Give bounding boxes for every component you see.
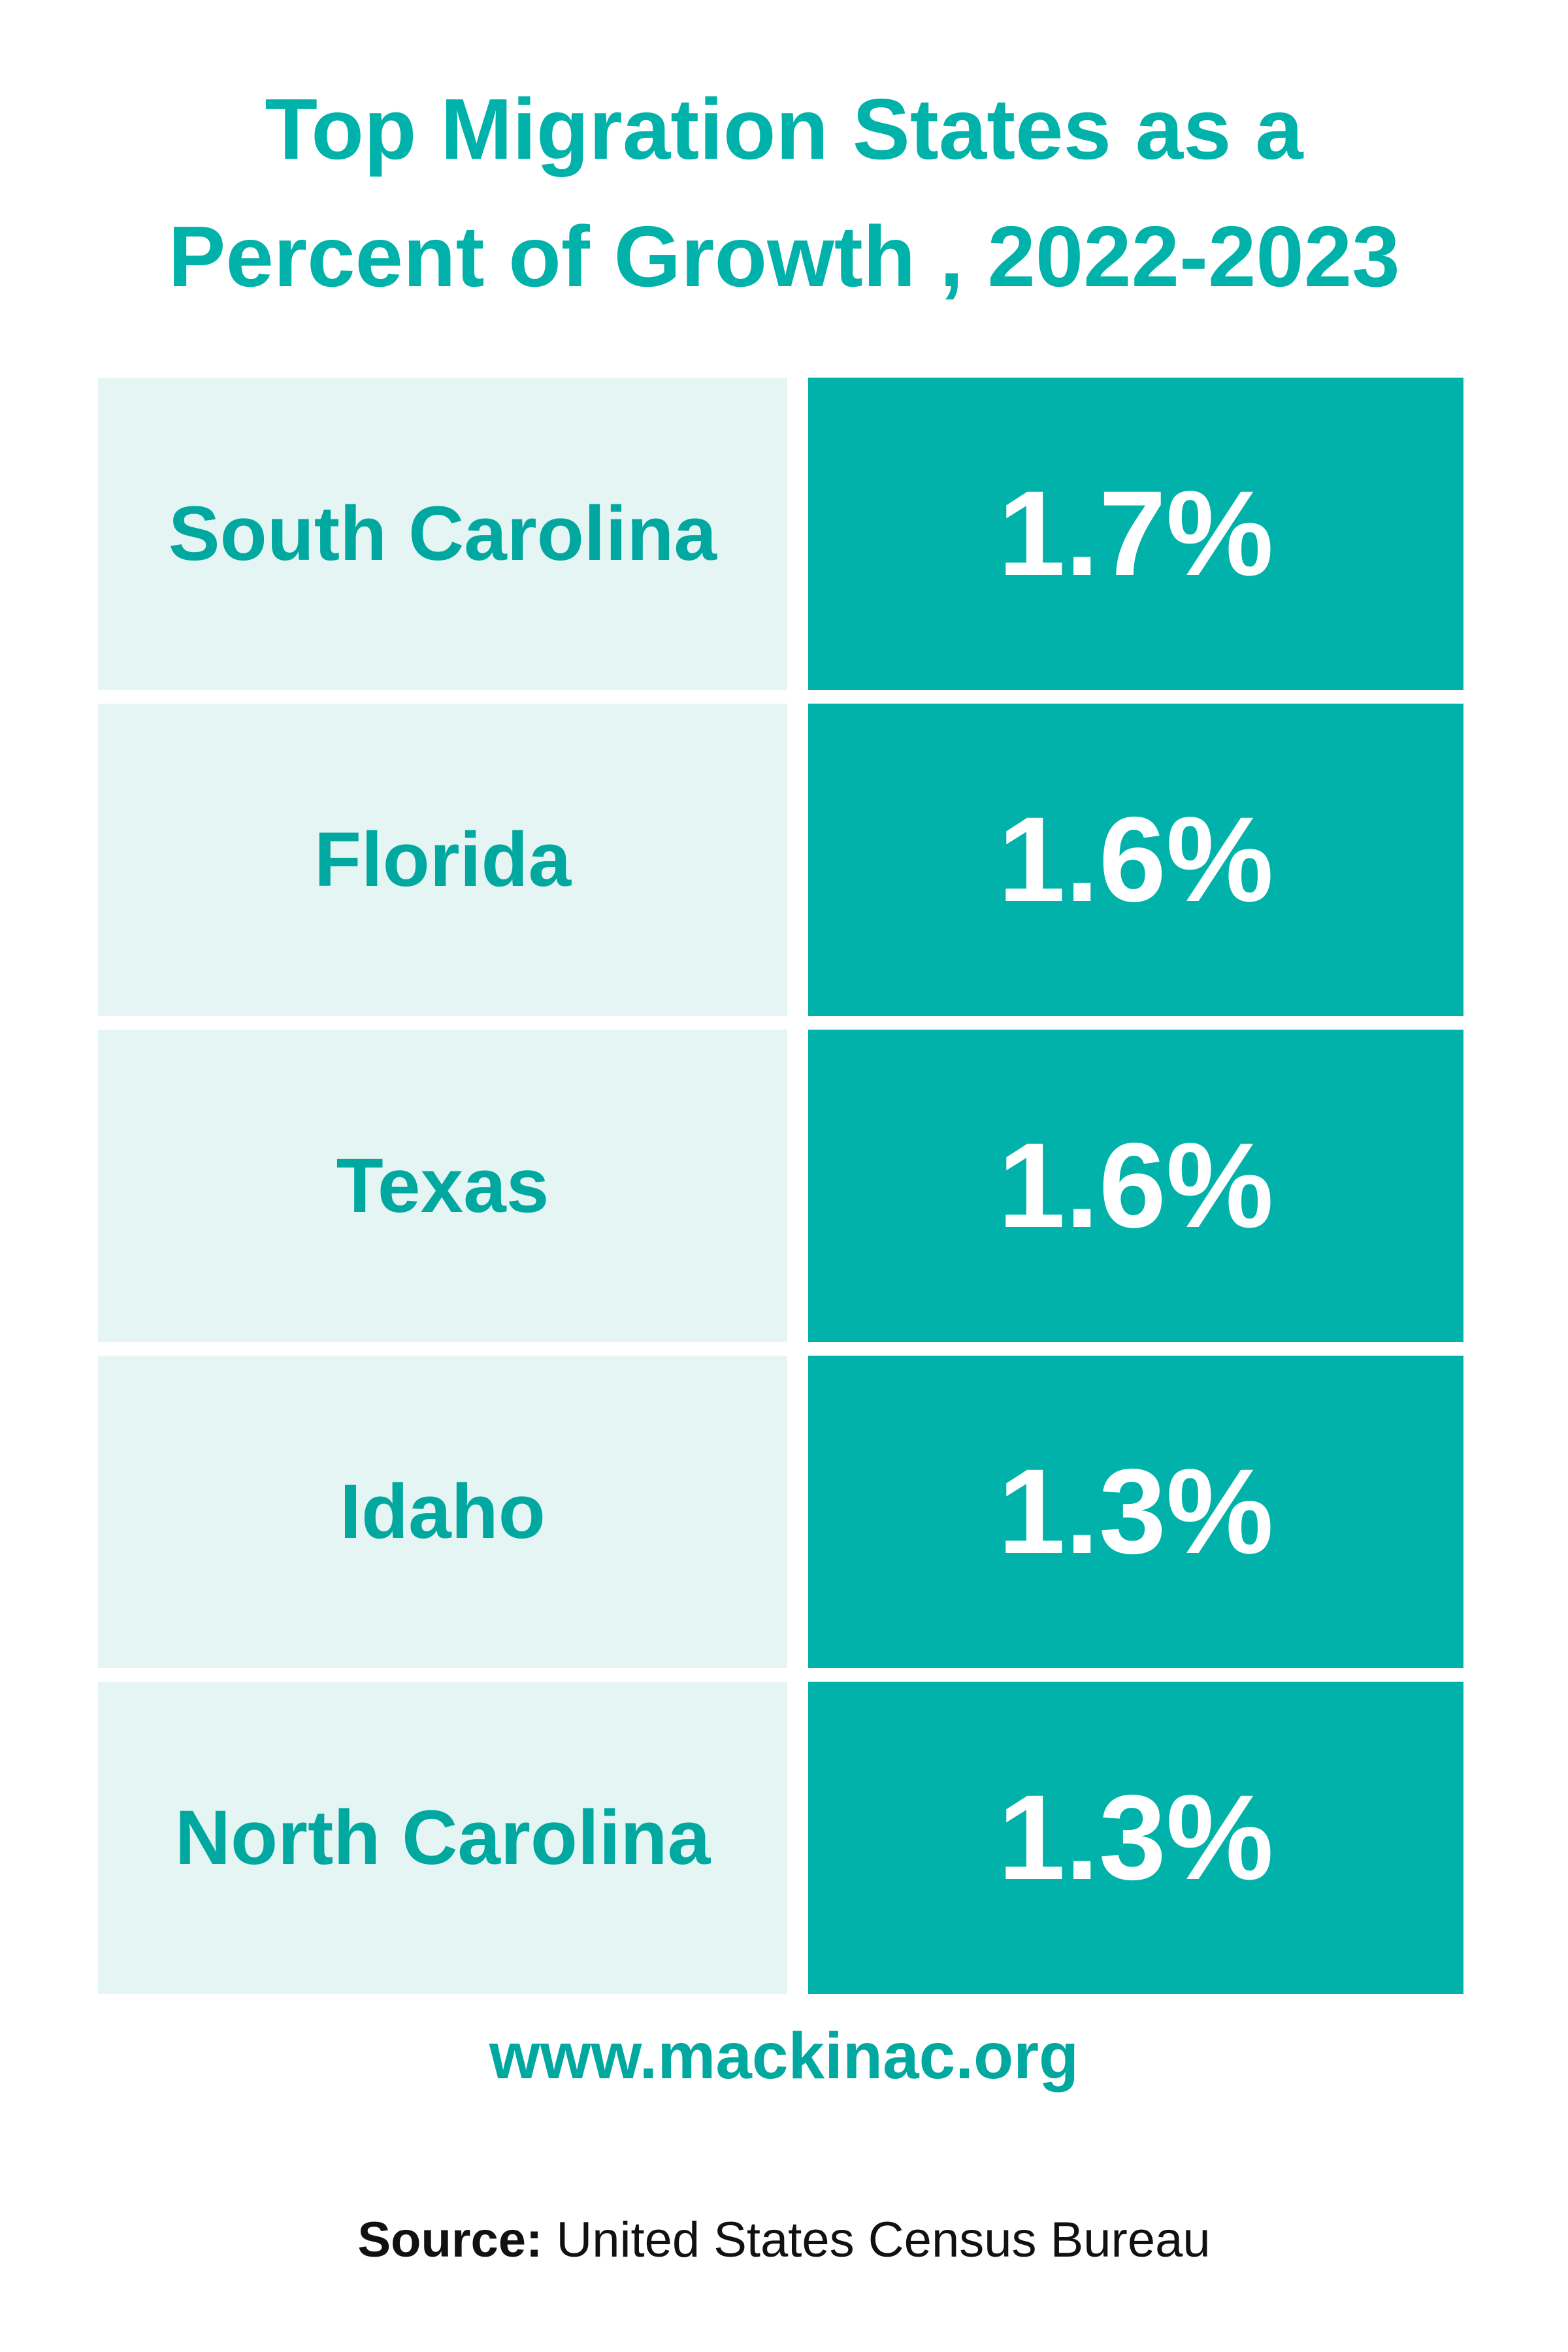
table-row: Florida 1.6% [98,704,1463,1016]
growth-value: 1.3% [808,1356,1463,1668]
source: Source: United States Census Bureau [0,2212,1568,2268]
state-name: Florida [98,704,787,1016]
growth-value: 1.6% [808,1030,1463,1342]
state-name: South Carolina [98,378,787,690]
title-line: Top Migration States as a [265,81,1303,177]
state-name: Texas [98,1030,787,1342]
table-row: North Carolina 1.3% [98,1682,1463,1994]
state-name: Idaho [98,1356,787,1668]
table: South Carolina 1.7% Florida 1.6% Texas 1.6% Id… [98,378,1463,2008]
growth-value: 1.3% [808,1682,1463,1994]
source-label: Source: [357,2212,543,2268]
website: www.mackinac.org [489,2019,1079,2093]
source-text: United States Census Bureau [556,2212,1211,2268]
title: Top Migration States as a Percent of Gro… [0,65,1568,320]
growth-value: 1.7% [808,378,1463,690]
table-row: Texas 1.6% [98,1030,1463,1342]
title-line: Percent of Growth , 2022-2023 [168,208,1400,304]
table-row: South Carolina 1.7% [98,378,1463,690]
state-name: North Carolina [98,1682,787,1994]
growth-value: 1.6% [808,704,1463,1016]
table-row: Idaho 1.3% [98,1356,1463,1668]
